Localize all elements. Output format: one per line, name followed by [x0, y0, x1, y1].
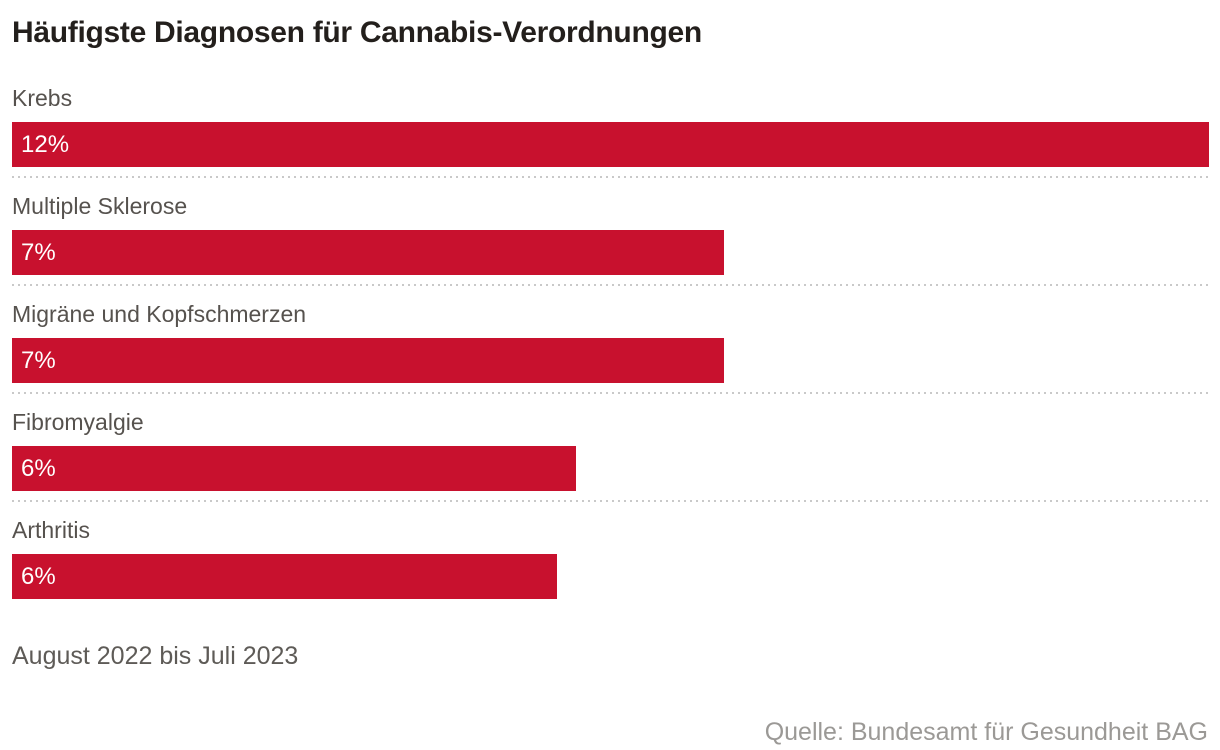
row-separator	[12, 284, 1209, 286]
bar-value-label: 12%	[21, 130, 70, 158]
category-label: Multiple Sklerose	[12, 193, 188, 219]
bar-track: 12%	[12, 122, 1209, 167]
bar-value-label: 6%	[21, 562, 56, 590]
chart-title: Häufigste Diagnosen für Cannabis-Verordn…	[12, 16, 702, 49]
chart-period: August 2022 bis Juli 2023	[12, 642, 299, 670]
bar-value-label: 6%	[21, 454, 56, 482]
category-label: Arthritis	[12, 517, 90, 543]
bar: 6%	[12, 446, 576, 491]
row-separator	[12, 176, 1209, 178]
chart-card: Häufigste Diagnosen für Cannabis-Verordn…	[0, 14, 1220, 750]
row-separator	[12, 500, 1209, 502]
bar-row-krebs: Krebs 12%	[12, 84, 1209, 167]
bar-row-multiple-sklerose: Multiple Sklerose 7%	[12, 192, 1209, 275]
bar-value-label: 7%	[21, 346, 56, 374]
category-label: Krebs	[12, 85, 73, 111]
chart-source: Quelle: Bundesamt für Gesundheit BAG	[764, 718, 1208, 746]
bar-row-fibromyalgie: Fibromyalgie 6%	[12, 408, 1209, 491]
bar-track: 6%	[12, 554, 1209, 599]
bar: 7%	[12, 338, 725, 383]
bar-track: 7%	[12, 230, 1209, 275]
bar: 7%	[12, 230, 725, 275]
bar: 6%	[12, 554, 557, 599]
bar-chart: Krebs 12% Multiple Sklerose 7% Migräne u…	[12, 84, 1209, 599]
category-label: Migräne und Kopfschmerzen	[12, 301, 307, 327]
bar-track: 6%	[12, 446, 1209, 491]
bar-row-arthritis: Arthritis 6%	[12, 516, 1209, 599]
bar-track: 7%	[12, 338, 1209, 383]
category-label: Fibromyalgie	[12, 409, 144, 435]
bar-row-migraene: Migräne und Kopfschmerzen 7%	[12, 300, 1209, 383]
row-separator	[12, 392, 1209, 394]
bar-value-label: 7%	[21, 238, 56, 266]
bar: 12%	[12, 122, 1209, 167]
